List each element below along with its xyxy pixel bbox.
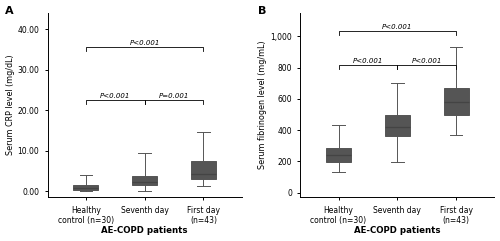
PathPatch shape bbox=[444, 88, 468, 114]
X-axis label: AE-COPD patients: AE-COPD patients bbox=[102, 227, 188, 235]
Text: P<0.001: P<0.001 bbox=[352, 58, 383, 64]
Text: A: A bbox=[5, 6, 14, 16]
PathPatch shape bbox=[74, 185, 98, 190]
PathPatch shape bbox=[326, 148, 351, 162]
Text: B: B bbox=[258, 6, 266, 16]
PathPatch shape bbox=[132, 176, 157, 185]
Text: P<0.001: P<0.001 bbox=[100, 93, 130, 99]
Y-axis label: Serum CRP level (mg/dL): Serum CRP level (mg/dL) bbox=[6, 55, 15, 155]
Text: P<0.001: P<0.001 bbox=[412, 58, 442, 64]
X-axis label: AE-COPD patients: AE-COPD patients bbox=[354, 227, 440, 235]
Text: P<0.001: P<0.001 bbox=[130, 40, 160, 46]
PathPatch shape bbox=[191, 161, 216, 179]
PathPatch shape bbox=[385, 114, 409, 136]
Text: P<0.001: P<0.001 bbox=[382, 24, 412, 30]
Text: P=0.001: P=0.001 bbox=[159, 93, 189, 99]
Y-axis label: Serum fibrinogen level (mg/mL): Serum fibrinogen level (mg/mL) bbox=[258, 41, 268, 169]
